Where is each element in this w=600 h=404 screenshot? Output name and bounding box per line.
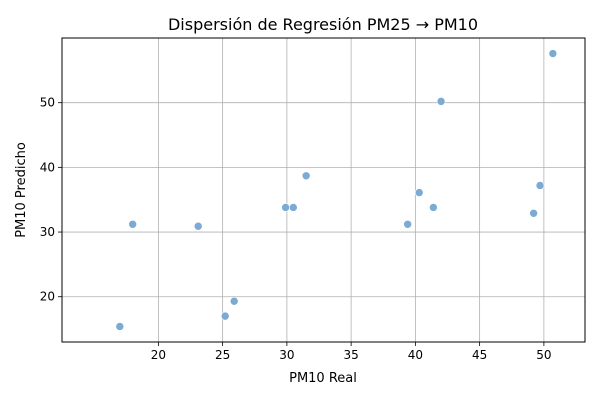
scatter-point	[535, 181, 545, 190]
x-tick-label: 20	[151, 348, 166, 362]
chart-title: Dispersión de Regresión PM25 → PM10	[168, 15, 478, 34]
x-axis-label: PM10 Real	[289, 371, 357, 386]
x-tick-label: 40	[408, 348, 423, 362]
scatter-point	[403, 219, 412, 229]
scatter-point	[429, 203, 438, 212]
y-tick-label: 50	[40, 96, 55, 110]
scatter-point	[436, 97, 446, 106]
x-tick-label: 25	[215, 348, 230, 362]
y-tick-label: 20	[40, 290, 55, 304]
scatter-point	[220, 311, 230, 321]
y-tick-label: 40	[40, 160, 55, 174]
x-tick-label: 50	[536, 348, 551, 362]
scatter-point	[529, 208, 538, 218]
x-tick-label: 35	[343, 348, 358, 362]
grid	[62, 38, 585, 342]
scatter-point	[193, 221, 203, 231]
scatter-point	[229, 296, 239, 306]
scatter-point	[301, 171, 311, 181]
y-axis: 20 30 40 50	[40, 96, 62, 304]
y-axis-label: PM10 Predicho	[14, 142, 29, 238]
scatter-point	[115, 322, 125, 331]
scatter-point	[281, 203, 290, 212]
scatter-point	[128, 219, 137, 229]
y-tick-label: 30	[40, 225, 55, 239]
plot-area	[61, 37, 586, 343]
scatter-point	[548, 49, 558, 58]
x-axis: 20 25 30 35 40 45 50	[151, 342, 552, 362]
x-tick-label: 30	[279, 348, 294, 362]
scatter-points	[115, 49, 558, 331]
scatter-point	[414, 188, 424, 197]
x-tick-label: 45	[472, 348, 487, 362]
scatter-point	[289, 203, 298, 212]
